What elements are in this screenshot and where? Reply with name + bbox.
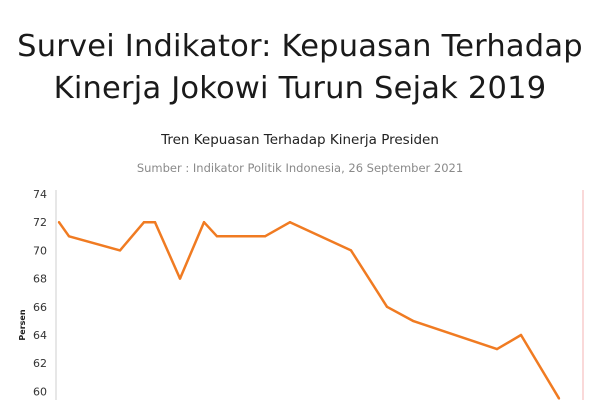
y-tick-label: 60 <box>33 385 47 398</box>
data-point <box>57 221 61 224</box>
y-tick-label: 64 <box>33 329 47 342</box>
y-tick-label: 62 <box>33 357 47 370</box>
chart-source: Sumber : Indikator Politik Indonesia, 26… <box>136 161 464 175</box>
y-tick-label: 72 <box>33 216 47 229</box>
data-point <box>495 347 499 351</box>
data-point <box>153 221 157 224</box>
data-point <box>202 221 206 224</box>
data-point <box>519 333 523 337</box>
series-layer <box>57 220 561 400</box>
y-axis-label: Persen <box>18 309 27 340</box>
data-point <box>142 221 146 224</box>
series-line <box>57 220 561 400</box>
data-point <box>385 305 389 308</box>
data-point <box>67 235 71 238</box>
y-tick-labels: 60 62 64 66 68 70 72 74 <box>33 188 47 398</box>
y-tick-label: 68 <box>33 273 47 286</box>
data-point <box>557 397 561 400</box>
headline-line-2: Kinerja Jokowi Turun Sejak 2019 <box>53 71 547 106</box>
data-point <box>288 221 292 224</box>
data-point <box>349 249 353 252</box>
data-point <box>118 249 122 252</box>
data-point <box>263 235 267 238</box>
chart-title: Tren Kepuasan Terhadap Kinerja Presiden <box>161 132 439 148</box>
data-point <box>178 277 182 280</box>
headline: Survei Indikator: Kepuasan Terhadap Kine… <box>0 26 600 110</box>
data-point <box>411 319 415 323</box>
headline-line-1: Survei Indikator: Kepuasan Terhadap <box>17 29 583 64</box>
y-tick-label: 70 <box>33 244 47 257</box>
y-tick-label: 66 <box>33 301 47 314</box>
y-tick-label: 74 <box>33 188 47 201</box>
data-point <box>215 235 219 238</box>
